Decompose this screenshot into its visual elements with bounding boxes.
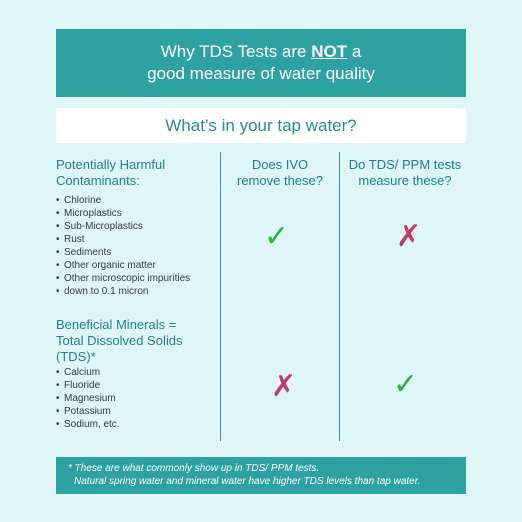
list-item: Microplastics xyxy=(56,207,216,220)
list-item: Sodium, etc. xyxy=(56,418,216,431)
cross-icon: ✗ xyxy=(396,220,422,253)
cross-icon: ✗ xyxy=(271,370,297,403)
beneficial-title-line-2: Total Dissolved Solids xyxy=(56,333,183,348)
list-item: Fluoride xyxy=(56,379,216,392)
column-header-ivo-line-1: Does IVO xyxy=(251,157,309,172)
list-item: down to 0.1 micron xyxy=(56,285,216,298)
header-banner: Why TDS Tests are NOT a good measure of … xyxy=(56,29,466,97)
list-item: Other microscopic impurities xyxy=(56,272,216,285)
column-header-tds-line-1: Do TDS/ PPM tests xyxy=(348,157,462,172)
subheader-text: What’s in your tap water? xyxy=(165,115,357,135)
column-divider-2 xyxy=(339,152,340,441)
footer-line-2: Natural spring water and mineral water h… xyxy=(74,476,421,487)
check-icon: ✓ xyxy=(393,368,419,401)
list-item: Calcium xyxy=(56,366,216,379)
header-emphasis: NOT xyxy=(311,42,348,61)
footer-note: * These are what commonly show up in TDS… xyxy=(56,457,466,494)
header-line-1: Why TDS Tests are NOT a xyxy=(161,41,362,63)
subheader: What’s in your tap water? xyxy=(56,108,466,143)
harmful-title: Potentially Harmful Contaminants: xyxy=(56,157,216,189)
beneficial-list: Calcium Fluoride Magnesium Potassium Sod… xyxy=(56,366,216,431)
list-item: Rust xyxy=(56,233,216,246)
harmful-title-line-1: Potentially Harmful xyxy=(56,157,166,172)
list-item: Sub-Microplastics xyxy=(56,220,216,233)
list-item: Magnesium xyxy=(56,392,216,405)
beneficial-title: Beneficial Minerals = Total Dissolved So… xyxy=(56,317,216,365)
harmful-title-line-2: Contaminants: xyxy=(56,173,140,188)
column-header-ivo-line-2: remove these? xyxy=(237,173,323,188)
list-item: Chlorine xyxy=(56,194,216,207)
header-line-1-before: Why TDS Tests are xyxy=(160,42,312,61)
beneficial-title-line-1: Beneficial Minerals = xyxy=(56,317,177,332)
column-divider-1 xyxy=(220,152,221,441)
check-icon: ✓ xyxy=(264,220,290,253)
column-header-ivo: Does IVO remove these? xyxy=(224,157,336,189)
column-header-tds-line-2: measure these? xyxy=(358,173,452,188)
list-item: Sediments xyxy=(56,246,216,259)
list-item: Potassium xyxy=(56,405,216,418)
column-header-tds: Do TDS/ PPM tests measure these? xyxy=(342,157,468,189)
beneficial-title-line-3: (TDS)* xyxy=(56,349,96,364)
list-item: Other organic matter xyxy=(56,259,216,272)
header-line-2: good measure of water quality xyxy=(147,64,375,83)
header-line-1-after: a xyxy=(347,42,362,61)
harmful-list: Chlorine Microplastics Sub-Microplastics… xyxy=(56,194,216,298)
footer-line-1: * These are what commonly show up in TDS… xyxy=(68,463,320,474)
